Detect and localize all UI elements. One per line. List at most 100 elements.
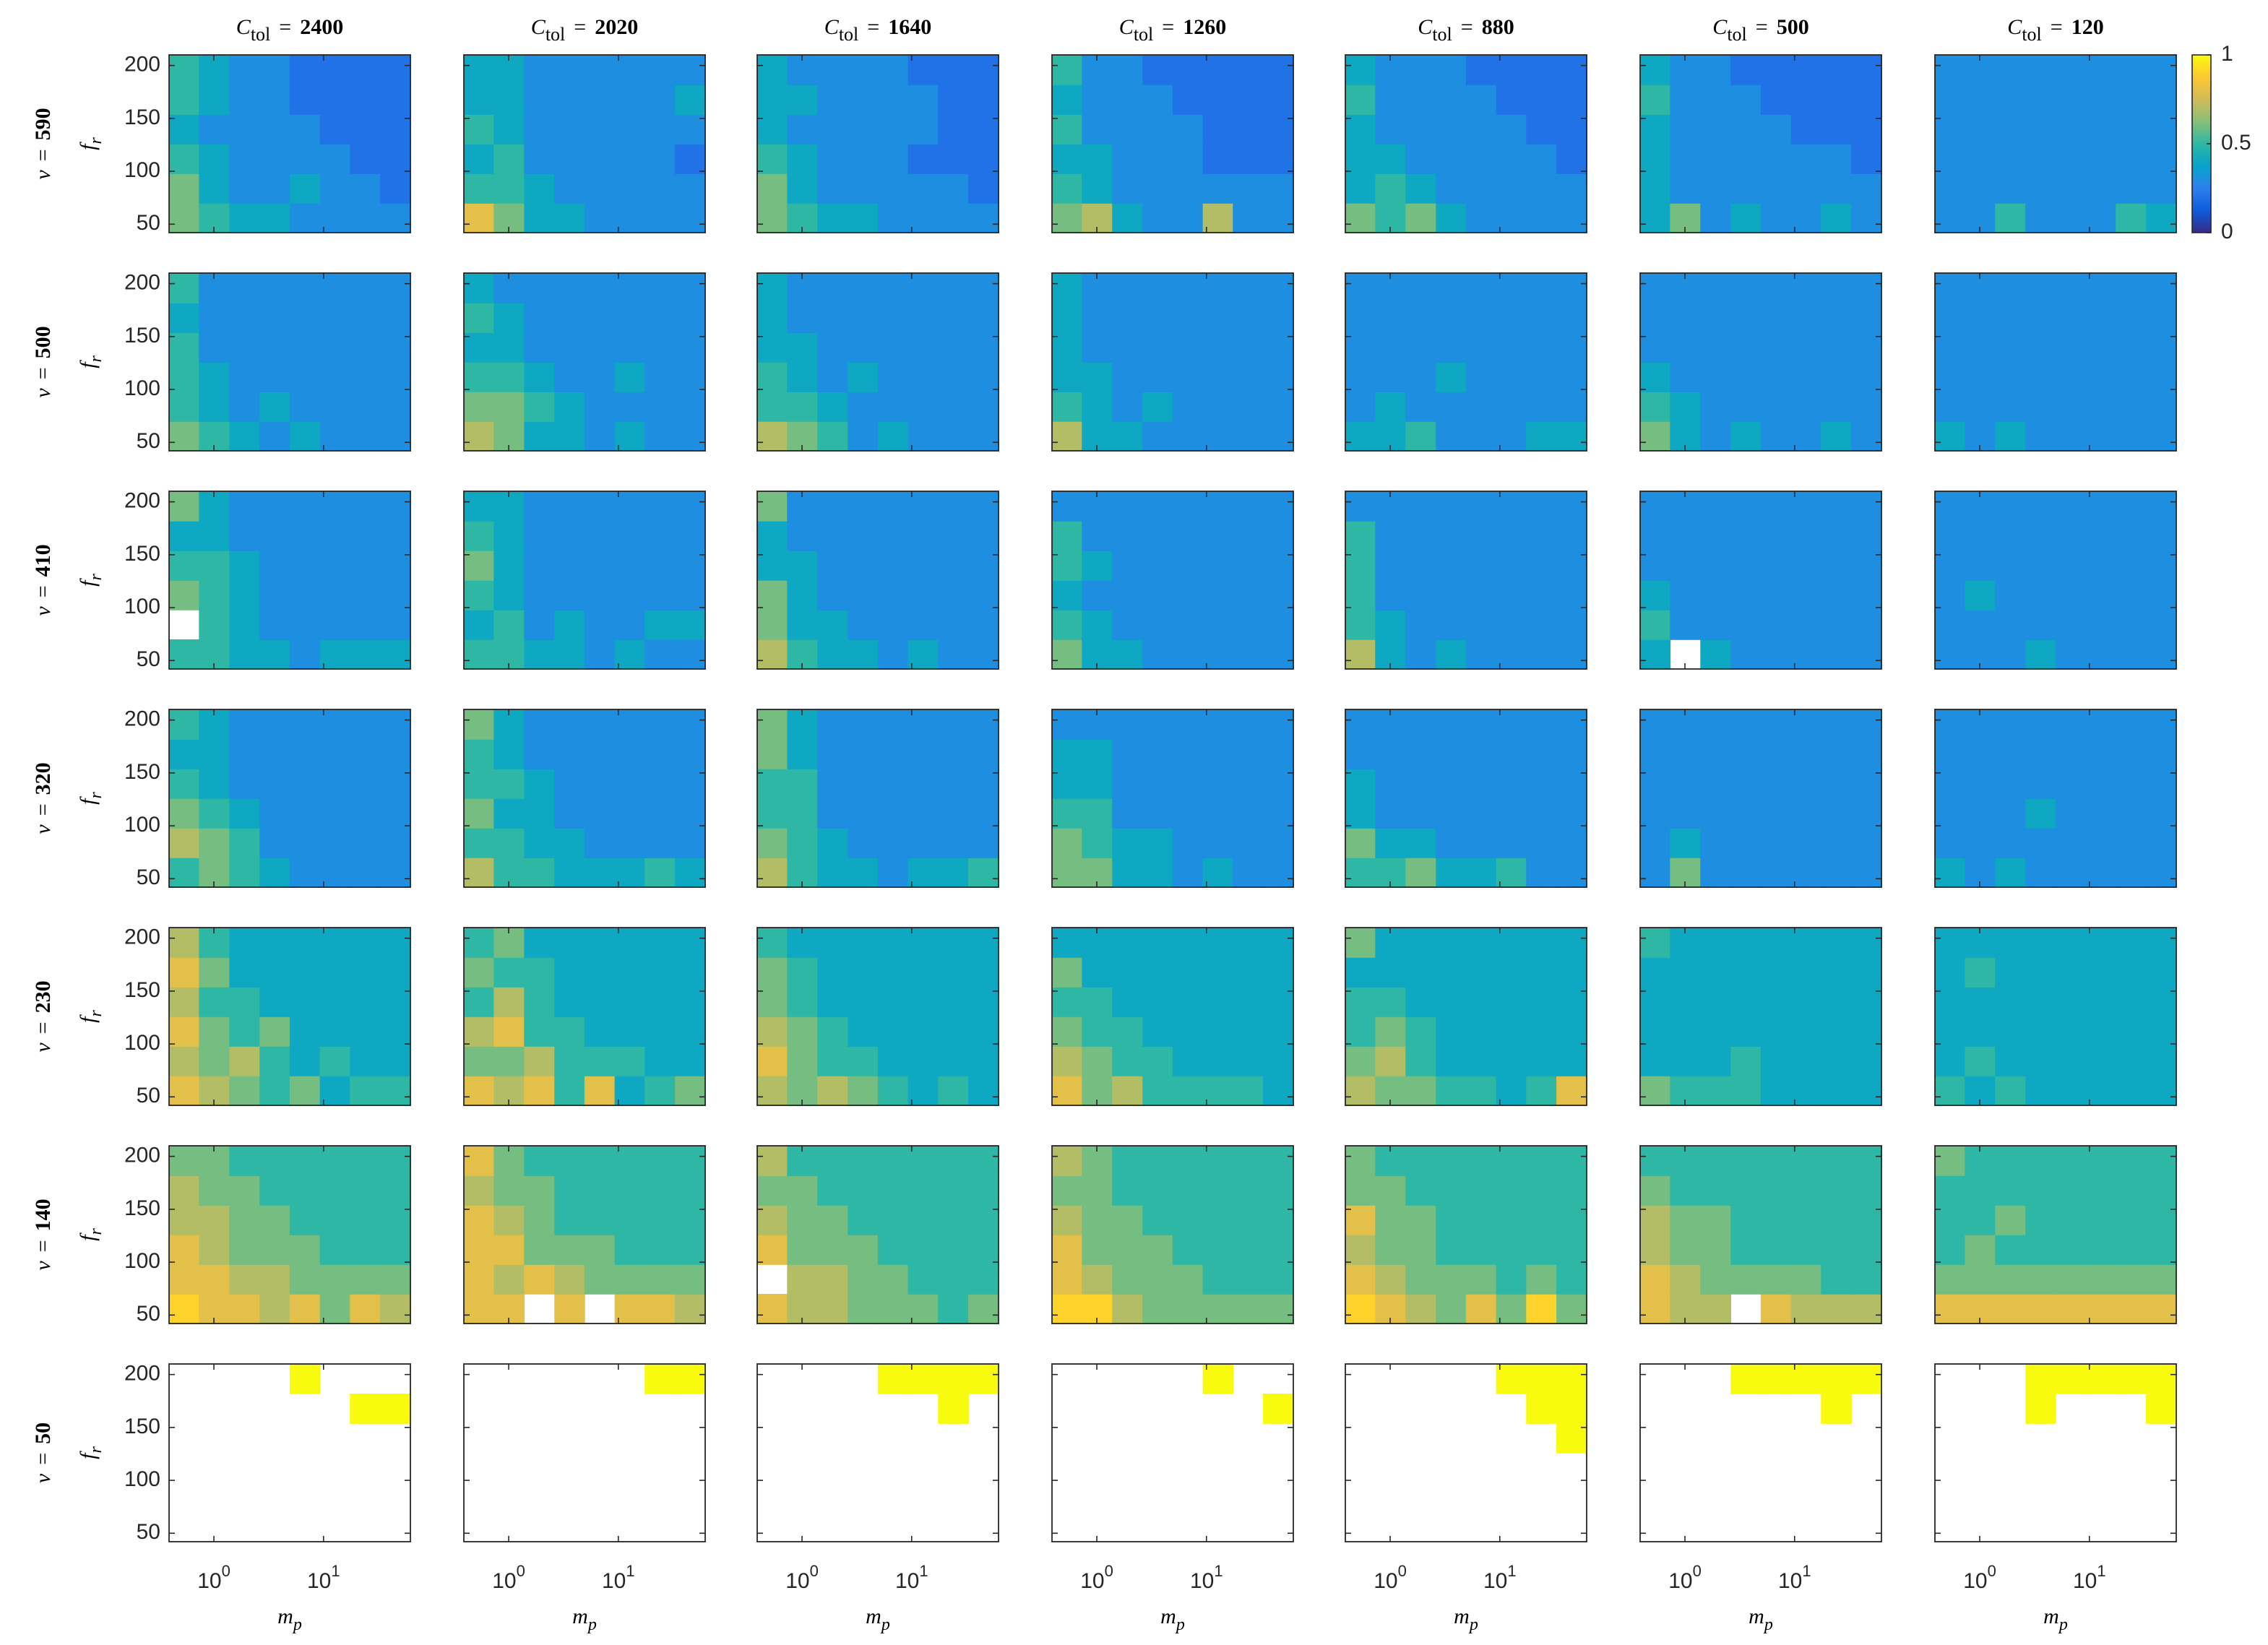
heatmap-cell [907, 332, 939, 363]
x-tick-label: 100 [1374, 1562, 1407, 1593]
heatmap-cell [1375, 798, 1407, 829]
heatmap-cell [259, 580, 290, 610]
heatmap-cell [1082, 1016, 1113, 1047]
heatmap-cell [319, 858, 351, 888]
heatmap-cell [524, 1175, 556, 1206]
heatmap-cell [1760, 739, 1792, 769]
heatmap-cell [1405, 85, 1437, 115]
axes-frame [1345, 927, 1587, 1106]
heatmap-cell [1345, 521, 1376, 551]
heatmap-cell [524, 1235, 556, 1265]
heatmap-cell [817, 1175, 849, 1206]
heatmap-cell [350, 303, 381, 333]
heatmap-cell [1670, 332, 1702, 363]
heatmap-cell [1052, 798, 1083, 829]
heatmap-cell [968, 798, 999, 829]
heatmap-cell [848, 1146, 879, 1176]
heatmap-cell [1935, 798, 1966, 829]
heatmap-cell [1436, 1294, 1467, 1324]
axes-frame [756, 709, 999, 888]
heatmap-cell [464, 798, 495, 829]
heatmap-cell [1995, 1016, 2027, 1047]
heatmap-cell [757, 273, 788, 303]
heatmap-cell [1730, 491, 1762, 522]
heatmap-cell [319, 421, 351, 452]
heatmap-cell [199, 551, 230, 581]
heatmap-cell [1821, 273, 1852, 303]
x-tick-label: 100 [492, 1562, 525, 1593]
heatmap-cell [1526, 1146, 1557, 1176]
heatmap-cell [644, 1146, 676, 1176]
heatmap-cell [1405, 798, 1437, 829]
heatmap-cell [380, 55, 411, 85]
heatmap-cell [1821, 610, 1852, 640]
row-symbol: v [31, 1473, 55, 1483]
heatmap-cell [1405, 421, 1437, 452]
heatmap-cell [289, 739, 321, 769]
heatmap-cell [1465, 1264, 1497, 1295]
heatmap-cell [938, 203, 969, 233]
heatmap-cell [380, 1205, 411, 1235]
heatmap-cell [2025, 769, 2056, 799]
heatmap-cell [1700, 1076, 1732, 1106]
heatmap-cell [968, 858, 999, 888]
heatmap-cell [1965, 551, 1996, 581]
heatmap-cell [1700, 580, 1732, 610]
row-equals: = [31, 367, 55, 379]
heatmap-cell [259, 203, 290, 233]
heatmap-cell [614, 173, 646, 204]
heatmap-cell [289, 551, 321, 581]
heatmap-cell [675, 332, 706, 363]
heatmap-cell [1526, 55, 1557, 85]
heatmap-cell [675, 114, 706, 144]
heatmap-cell [1496, 421, 1527, 452]
heatmap-cell [675, 1294, 706, 1324]
heatmap-cell [584, 1016, 616, 1047]
heatmap-cell [1465, 580, 1497, 610]
heatmap-cell [1965, 580, 1996, 610]
heatmap-cell [2025, 610, 2056, 640]
heatmap-cell [2116, 739, 2147, 769]
heatmap-cell [1082, 1175, 1113, 1206]
heatmap-cell [1730, 203, 1762, 233]
heatmap-cell [907, 1076, 939, 1106]
heatmap-cell [2146, 1175, 2177, 1206]
heatmap-cell [1700, 610, 1732, 640]
heatmap-cell [1670, 1175, 1702, 1206]
heatmap-cell [877, 55, 909, 85]
heatmap-cell [1082, 85, 1113, 115]
heatmap-cell [938, 1264, 969, 1295]
heatmap-cell [319, 1016, 351, 1047]
heatmap-cell [1052, 303, 1083, 333]
heatmap-cell [169, 85, 200, 115]
heatmap-cell [2085, 491, 2117, 522]
heatmap-cell [1760, 551, 1792, 581]
heatmap-cell [1965, 1175, 1996, 1206]
heatmap-cell [289, 203, 321, 233]
x-tick-base: 10 [197, 1569, 221, 1593]
heatmap-cell [554, 580, 585, 610]
heatmap-cell [2146, 639, 2177, 670]
heatmap-cell [1670, 362, 1702, 392]
y-tick-label: 200 [124, 925, 160, 949]
heatmap-cell [1112, 85, 1144, 115]
heatmap-cell [464, 303, 495, 333]
heatmap-cell [1233, 1264, 1264, 1295]
heatmap-cell [968, 610, 999, 640]
heatmap-cell [199, 1016, 230, 1047]
heatmap-cell [2146, 114, 2177, 144]
heatmap-cell [2025, 1076, 2056, 1106]
heatmap-cell [584, 610, 616, 640]
axes-frame [168, 1363, 411, 1542]
heatmap-cell [229, 828, 261, 858]
heatmap-cell [2055, 1146, 2087, 1176]
heatmap-cell [1556, 828, 1587, 858]
heatmap-cell [199, 392, 230, 422]
heatmap-cell [319, 1264, 351, 1295]
heatmap-cell [1172, 1016, 1204, 1047]
heatmap-cell [1760, 1294, 1792, 1324]
heatmap-cell [1112, 798, 1144, 829]
heatmap-cell [2146, 1364, 2177, 1394]
heatmap-cell [554, 521, 585, 551]
heatmap-cell [614, 957, 646, 988]
